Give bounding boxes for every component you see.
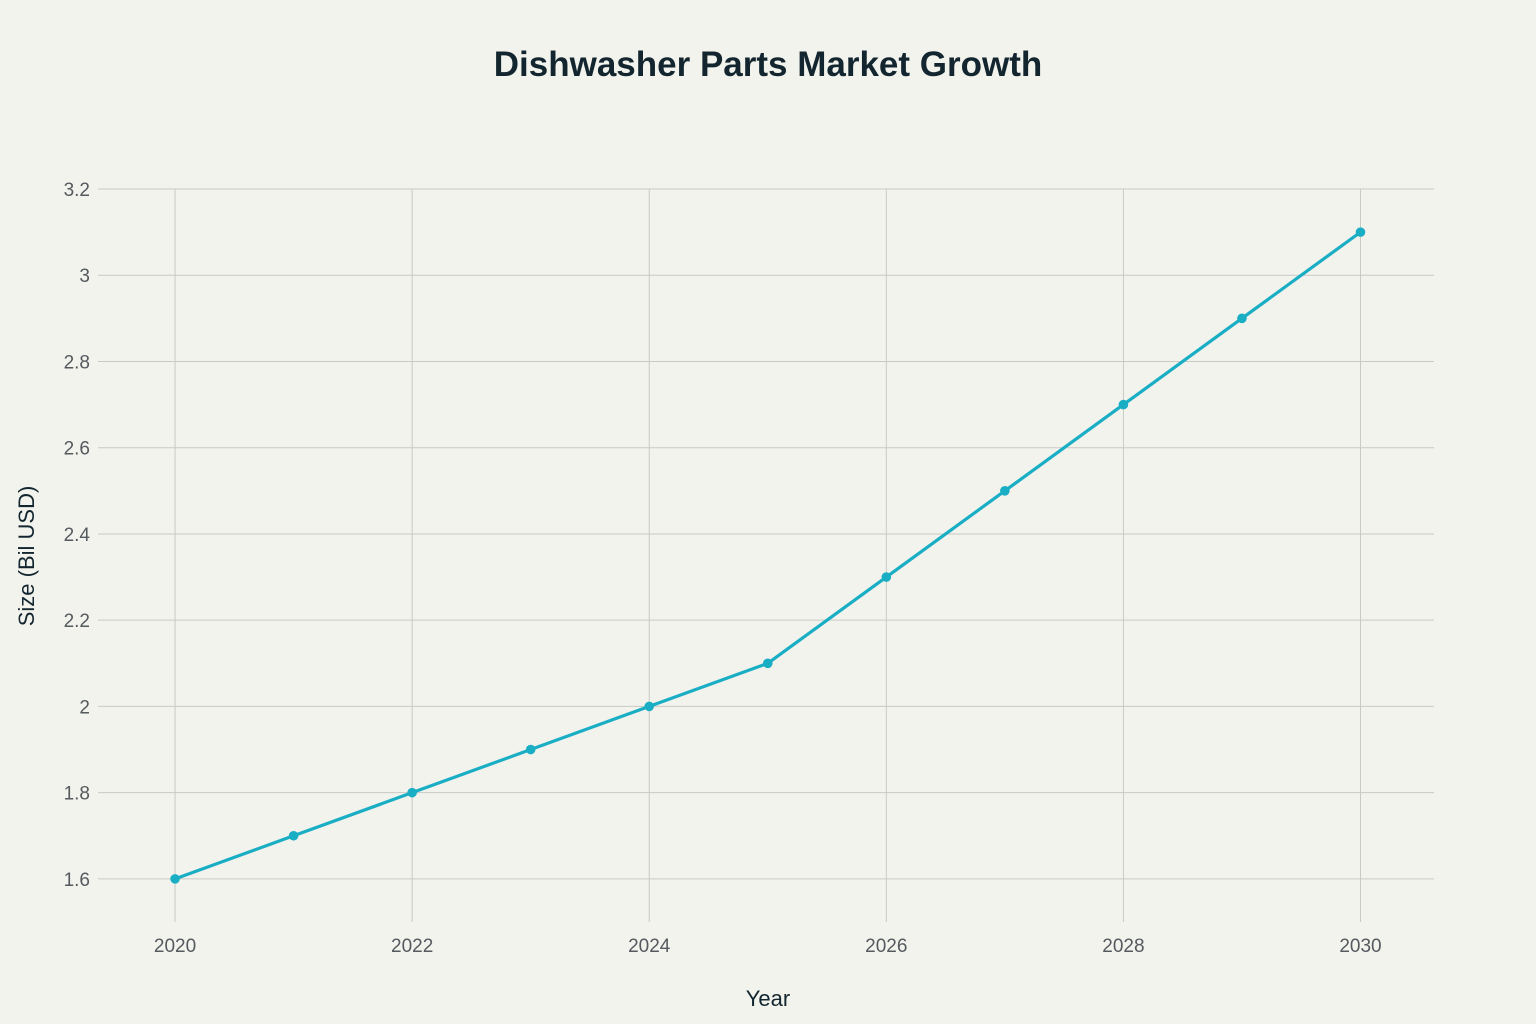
- data-point[interactable]: [525, 744, 536, 755]
- y-tick-label: 2: [79, 697, 90, 718]
- data-point[interactable]: [1237, 313, 1247, 324]
- y-axis-ticks: 1.6 1.8 2 2.2 2.4 2.6 2.8 3 3.2: [64, 180, 91, 891]
- x-tick-label: 2028: [1102, 936, 1144, 957]
- x-tick-label: 2020: [154, 936, 196, 957]
- data-point[interactable]: [762, 658, 773, 669]
- data-point[interactable]: [170, 874, 180, 884]
- chart-title: Dishwasher Parts Market Growth: [494, 45, 1043, 84]
- series-line: [173, 230, 1363, 881]
- x-tick-label: 2030: [1339, 936, 1381, 957]
- data-point[interactable]: [881, 572, 892, 582]
- y-tick-label: 3.2: [64, 180, 90, 201]
- data-point[interactable]: [1355, 227, 1366, 237]
- data-point[interactable]: [1118, 399, 1129, 410]
- x-tick-label: 2026: [865, 936, 907, 957]
- y-tick-label: 1.8: [64, 784, 90, 805]
- x-axis-ticks: 2020 2022 2024 2026 2028 2030: [154, 936, 1382, 957]
- series-layer: [170, 227, 1366, 884]
- data-point[interactable]: [644, 701, 655, 712]
- grid-lines: [98, 188, 1434, 922]
- y-tick-label: 2.8: [64, 352, 90, 373]
- y-tick-label: 3: [79, 266, 90, 287]
- data-point[interactable]: [1000, 486, 1010, 496]
- y-tick-label: 2.4: [64, 525, 91, 546]
- y-tick-label: 2.6: [64, 439, 90, 460]
- y-tick-label: 2.2: [64, 611, 90, 632]
- y-tick-label: 1.6: [64, 870, 90, 891]
- data-point[interactable]: [407, 787, 417, 798]
- x-axis-title: Year: [746, 986, 790, 1011]
- x-tick-label: 2022: [391, 936, 433, 957]
- x-tick-label: 2024: [628, 936, 671, 957]
- data-point[interactable]: [288, 830, 299, 841]
- y-axis-title: Size (Bil USD): [14, 486, 39, 627]
